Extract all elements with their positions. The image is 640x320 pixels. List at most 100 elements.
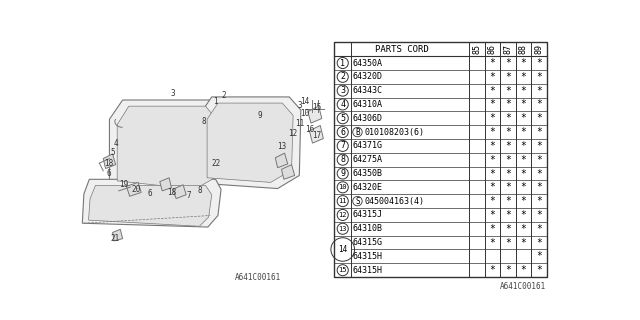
Text: 8: 8 [198,186,202,195]
Text: *: * [490,182,495,192]
Text: *: * [520,237,526,248]
Polygon shape [282,165,294,179]
Text: *: * [536,237,541,248]
Text: *: * [505,169,511,179]
Text: *: * [520,182,526,192]
Text: 64320E: 64320E [353,183,383,192]
Text: *: * [505,210,511,220]
Text: 13: 13 [277,142,286,151]
Text: *: * [505,127,511,137]
Text: *: * [490,237,495,248]
Text: 3: 3 [298,101,303,110]
Text: 14: 14 [338,245,348,254]
Text: *: * [505,86,511,96]
Polygon shape [88,186,212,226]
Polygon shape [83,179,221,227]
Text: *: * [520,58,526,68]
Text: *: * [520,86,526,96]
Text: 17: 17 [312,131,322,140]
Text: 15: 15 [339,267,347,273]
Text: 64315J: 64315J [353,211,383,220]
Polygon shape [127,182,141,196]
Polygon shape [103,154,116,169]
Text: 64320D: 64320D [353,72,383,81]
Text: 10: 10 [300,109,309,118]
Text: 1: 1 [340,59,345,68]
Text: *: * [536,252,541,261]
Text: 7: 7 [340,141,345,150]
Text: A641C00161: A641C00161 [236,273,282,282]
Text: 12: 12 [288,129,297,138]
Text: *: * [520,113,526,123]
Text: *: * [505,100,511,109]
Text: PARTS CORD: PARTS CORD [375,45,429,54]
Text: *: * [536,210,541,220]
Bar [334,42,547,277]
Text: 10: 10 [339,184,347,190]
Text: 64350B: 64350B [353,169,383,178]
Text: *: * [536,72,541,82]
Text: 14: 14 [300,97,309,106]
Text: 2: 2 [340,72,345,81]
Text: 2: 2 [221,91,226,100]
Text: *: * [505,182,511,192]
Text: 18: 18 [167,188,176,197]
Text: 64275A: 64275A [353,155,383,164]
Text: *: * [536,141,541,151]
Text: *: * [536,182,541,192]
Text: *: * [490,141,495,151]
Text: 64310B: 64310B [353,224,383,233]
Polygon shape [173,185,186,198]
Text: *: * [536,265,541,275]
Text: 13: 13 [339,226,347,232]
Text: 16: 16 [305,125,315,134]
Text: 7: 7 [186,191,191,200]
Text: 86: 86 [488,44,497,54]
Text: 9: 9 [257,111,262,120]
Text: 15: 15 [312,103,322,112]
Text: 3: 3 [340,86,345,95]
Text: *: * [520,141,526,151]
Text: *: * [490,58,495,68]
Text: *: * [520,196,526,206]
Text: 18: 18 [104,159,113,168]
Text: *: * [536,155,541,165]
Text: 22: 22 [211,159,220,168]
Polygon shape [275,153,288,168]
Text: *: * [520,265,526,275]
Text: *: * [490,72,495,82]
Text: 1: 1 [213,97,218,106]
Text: 045004163(4): 045004163(4) [364,196,424,206]
Polygon shape [308,106,322,123]
Text: 19: 19 [120,180,129,189]
Text: *: * [536,86,541,96]
Text: 5: 5 [340,114,345,123]
Text: *: * [505,58,511,68]
Polygon shape [109,100,223,196]
Text: 64310A: 64310A [353,100,383,109]
Text: *: * [505,155,511,165]
Polygon shape [309,125,323,143]
Text: S: S [355,196,360,206]
Text: 64315H: 64315H [353,252,383,261]
Text: *: * [490,169,495,179]
Text: *: * [536,196,541,206]
Text: *: * [520,155,526,165]
Text: 9: 9 [340,169,345,178]
Polygon shape [207,103,293,182]
Text: *: * [490,224,495,234]
Text: *: * [536,58,541,68]
Text: 64306D: 64306D [353,114,383,123]
Text: *: * [505,237,511,248]
Text: *: * [520,210,526,220]
Text: *: * [520,100,526,109]
Text: 64315G: 64315G [353,238,383,247]
Text: 6: 6 [340,128,345,137]
Text: *: * [536,224,541,234]
Text: *: * [505,141,511,151]
Text: *: * [505,72,511,82]
Text: *: * [490,265,495,275]
Text: *: * [490,155,495,165]
Text: *: * [505,224,511,234]
Text: 6: 6 [147,189,152,198]
